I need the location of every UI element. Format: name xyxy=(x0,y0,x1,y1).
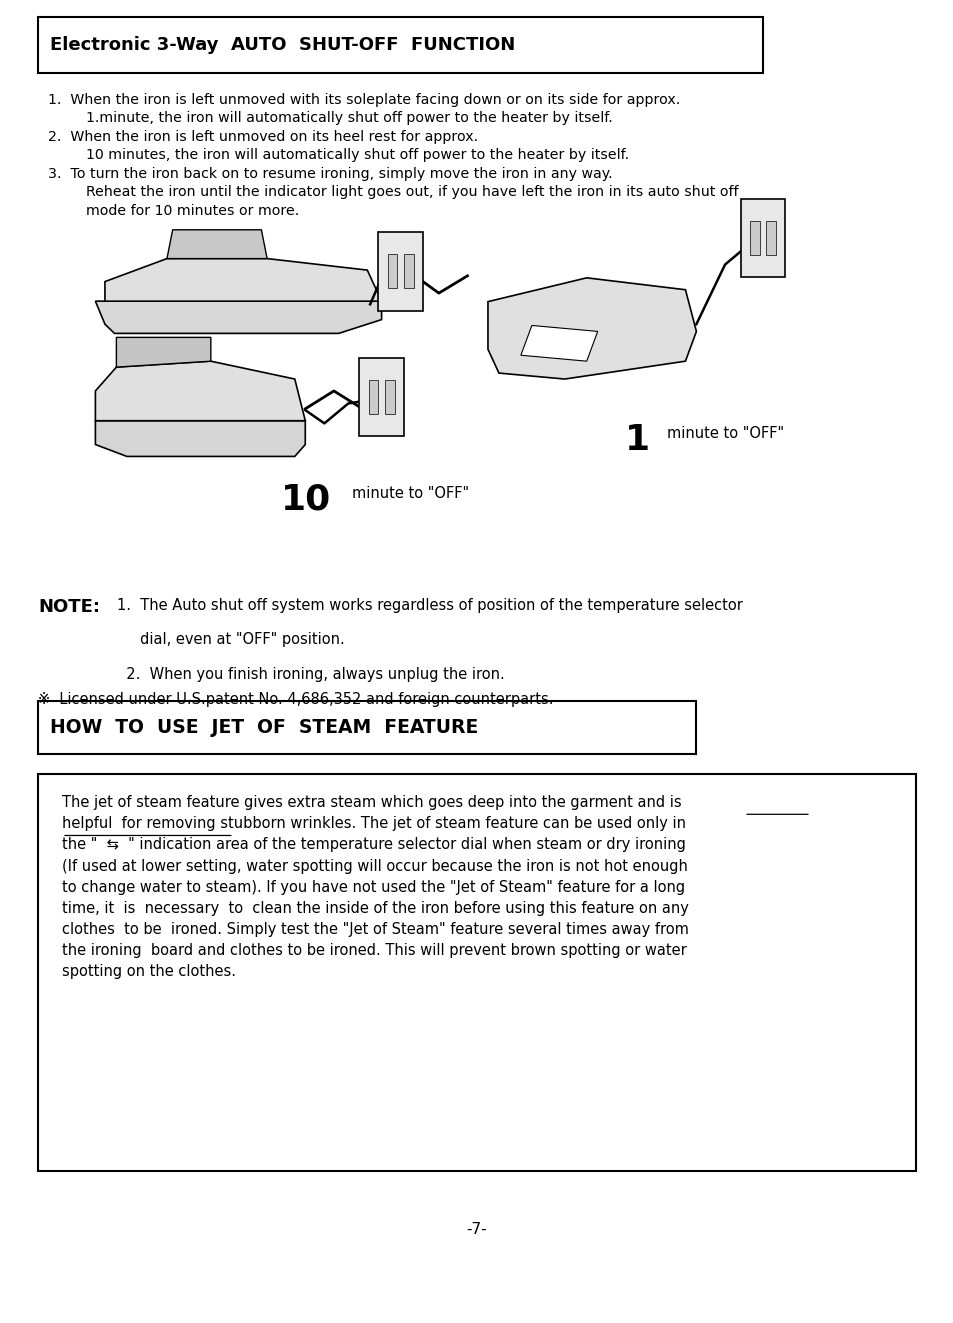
Polygon shape xyxy=(95,361,305,421)
Text: time, it  is  necessary  to  clean the inside of the iron before using this feat: time, it is necessary to clean the insid… xyxy=(62,901,688,916)
Text: ※  Licensed under U.S.patent No. 4,686,352 and foreign counterparts.: ※ Licensed under U.S.patent No. 4,686,35… xyxy=(38,692,553,706)
Bar xyxy=(38,17,762,73)
Bar xyxy=(740,198,784,278)
Polygon shape xyxy=(116,337,211,366)
Bar xyxy=(38,701,696,754)
Text: helpful  for removing stubborn wrinkles. The jet of steam feature can be used on: helpful for removing stubborn wrinkles. … xyxy=(62,816,685,831)
Text: (If used at lower setting, water spotting will occur because the iron is not hot: (If used at lower setting, water spottin… xyxy=(62,859,687,873)
Text: 1: 1 xyxy=(110,370,134,405)
Bar xyxy=(765,221,776,255)
Text: the ironing  board and clothes to be ironed. This will prevent brown spotting or: the ironing board and clothes to be iron… xyxy=(62,943,686,958)
Bar xyxy=(359,357,403,437)
Polygon shape xyxy=(520,325,597,361)
Text: HOW  TO  USE  JET  OF  STEAM  FEATURE: HOW TO USE JET OF STEAM FEATURE xyxy=(50,718,477,737)
Bar xyxy=(368,380,378,414)
Polygon shape xyxy=(167,230,267,258)
Bar xyxy=(38,774,915,1171)
Text: to change water to steam). If you have not used the "Jet of Steam" feature for a: to change water to steam). If you have n… xyxy=(62,880,684,894)
Bar xyxy=(387,254,397,288)
Text: minute to "OFF": minute to "OFF" xyxy=(352,486,469,500)
Text: mode for 10 minutes or more.: mode for 10 minutes or more. xyxy=(86,204,299,218)
Bar xyxy=(403,254,414,288)
Text: spotting on the clothes.: spotting on the clothes. xyxy=(62,964,235,979)
Text: The jet of steam feature gives extra steam which goes deep into the garment and : The jet of steam feature gives extra ste… xyxy=(62,795,681,810)
Text: 1: 1 xyxy=(624,423,649,458)
Text: 10 minutes, the iron will automatically shut off power to the heater by itself.: 10 minutes, the iron will automatically … xyxy=(86,148,628,163)
Polygon shape xyxy=(487,278,696,378)
Bar xyxy=(749,221,760,255)
Text: 10: 10 xyxy=(281,483,332,517)
Polygon shape xyxy=(95,421,305,456)
Polygon shape xyxy=(105,258,381,302)
Text: Reheat the iron until the indicator light goes out, if you have left the iron in: Reheat the iron until the indicator ligh… xyxy=(86,185,738,200)
Text: 2.  When you finish ironing, always unplug the iron.: 2. When you finish ironing, always unplu… xyxy=(117,667,504,681)
Text: the "  ⇆  " indication area of the temperature selector dial when steam or dry i: the " ⇆ " indication area of the tempera… xyxy=(62,837,685,852)
Text: Electronic 3-Way  AUTO  SHUT-OFF  FUNCTION: Electronic 3-Way AUTO SHUT-OFF FUNCTION xyxy=(50,36,515,54)
Text: minute to "OFF": minute to "OFF" xyxy=(152,373,269,388)
Text: dial, even at "OFF" position.: dial, even at "OFF" position. xyxy=(117,632,345,647)
Text: 1.  When the iron is left unmoved with its soleplate facing down or on its side : 1. When the iron is left unmoved with it… xyxy=(48,93,679,107)
Bar xyxy=(378,232,422,311)
Text: 2.  When the iron is left unmoved on its heel rest for approx.: 2. When the iron is left unmoved on its … xyxy=(48,130,477,144)
Text: 1.minute, the iron will automatically shut off power to the heater by itself.: 1.minute, the iron will automatically sh… xyxy=(86,111,612,126)
Text: -7-: -7- xyxy=(466,1222,487,1237)
Text: minute to "OFF": minute to "OFF" xyxy=(666,426,783,441)
Text: NOTE:: NOTE: xyxy=(38,598,100,617)
Text: 3.  To turn the iron back on to resume ironing, simply move the iron in any way.: 3. To turn the iron back on to resume ir… xyxy=(48,167,612,181)
Text: 1.  The Auto shut off system works regardless of position of the temperature sel: 1. The Auto shut off system works regard… xyxy=(117,598,742,613)
Bar xyxy=(384,380,395,414)
Polygon shape xyxy=(95,302,381,333)
Text: clothes  to be  ironed. Simply test the "Jet of Steam" feature several times awa: clothes to be ironed. Simply test the "J… xyxy=(62,922,688,937)
